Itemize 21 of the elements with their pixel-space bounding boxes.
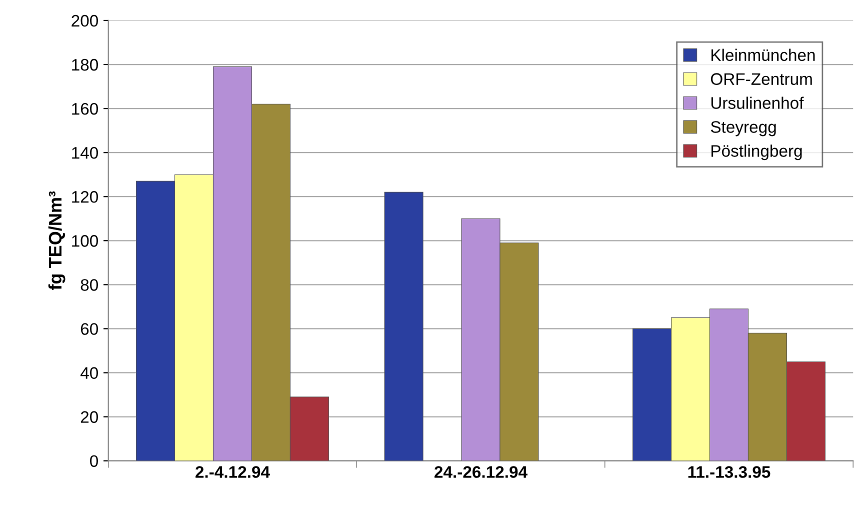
y-tick-label: 40	[80, 367, 98, 379]
x-tick-label: 24.-26.12.94	[434, 466, 528, 478]
legend-label: ORF-Zentrum	[710, 73, 812, 85]
y-axis-title: fg TEQ/Nm³	[48, 191, 66, 290]
legend-label: Pöstlingberg	[712, 144, 802, 160]
x-tick-label: 2.-4.12.94	[196, 466, 270, 478]
y-tick-label: 0	[90, 455, 98, 468]
legend-label: Steyregg	[710, 121, 776, 136]
y-tick-label: 20	[80, 411, 98, 423]
x-tick-label: 11.-13.3.95	[688, 466, 770, 478]
y-tick-label: 80	[80, 279, 98, 291]
y-tick-label: 200	[72, 14, 98, 27]
y-tick-label: 100	[72, 235, 98, 247]
y-tick-label: 140	[72, 146, 98, 159]
y-tick-label: 60	[80, 323, 98, 335]
bar	[384, 192, 424, 461]
legend-label: Ursulinenhof	[711, 96, 804, 109]
y-tick-label: 160	[72, 102, 98, 115]
legend-label: Kleinmünchen	[712, 48, 815, 62]
y-tick-label: 180	[72, 58, 98, 71]
y-tick-label: 120	[72, 191, 98, 203]
